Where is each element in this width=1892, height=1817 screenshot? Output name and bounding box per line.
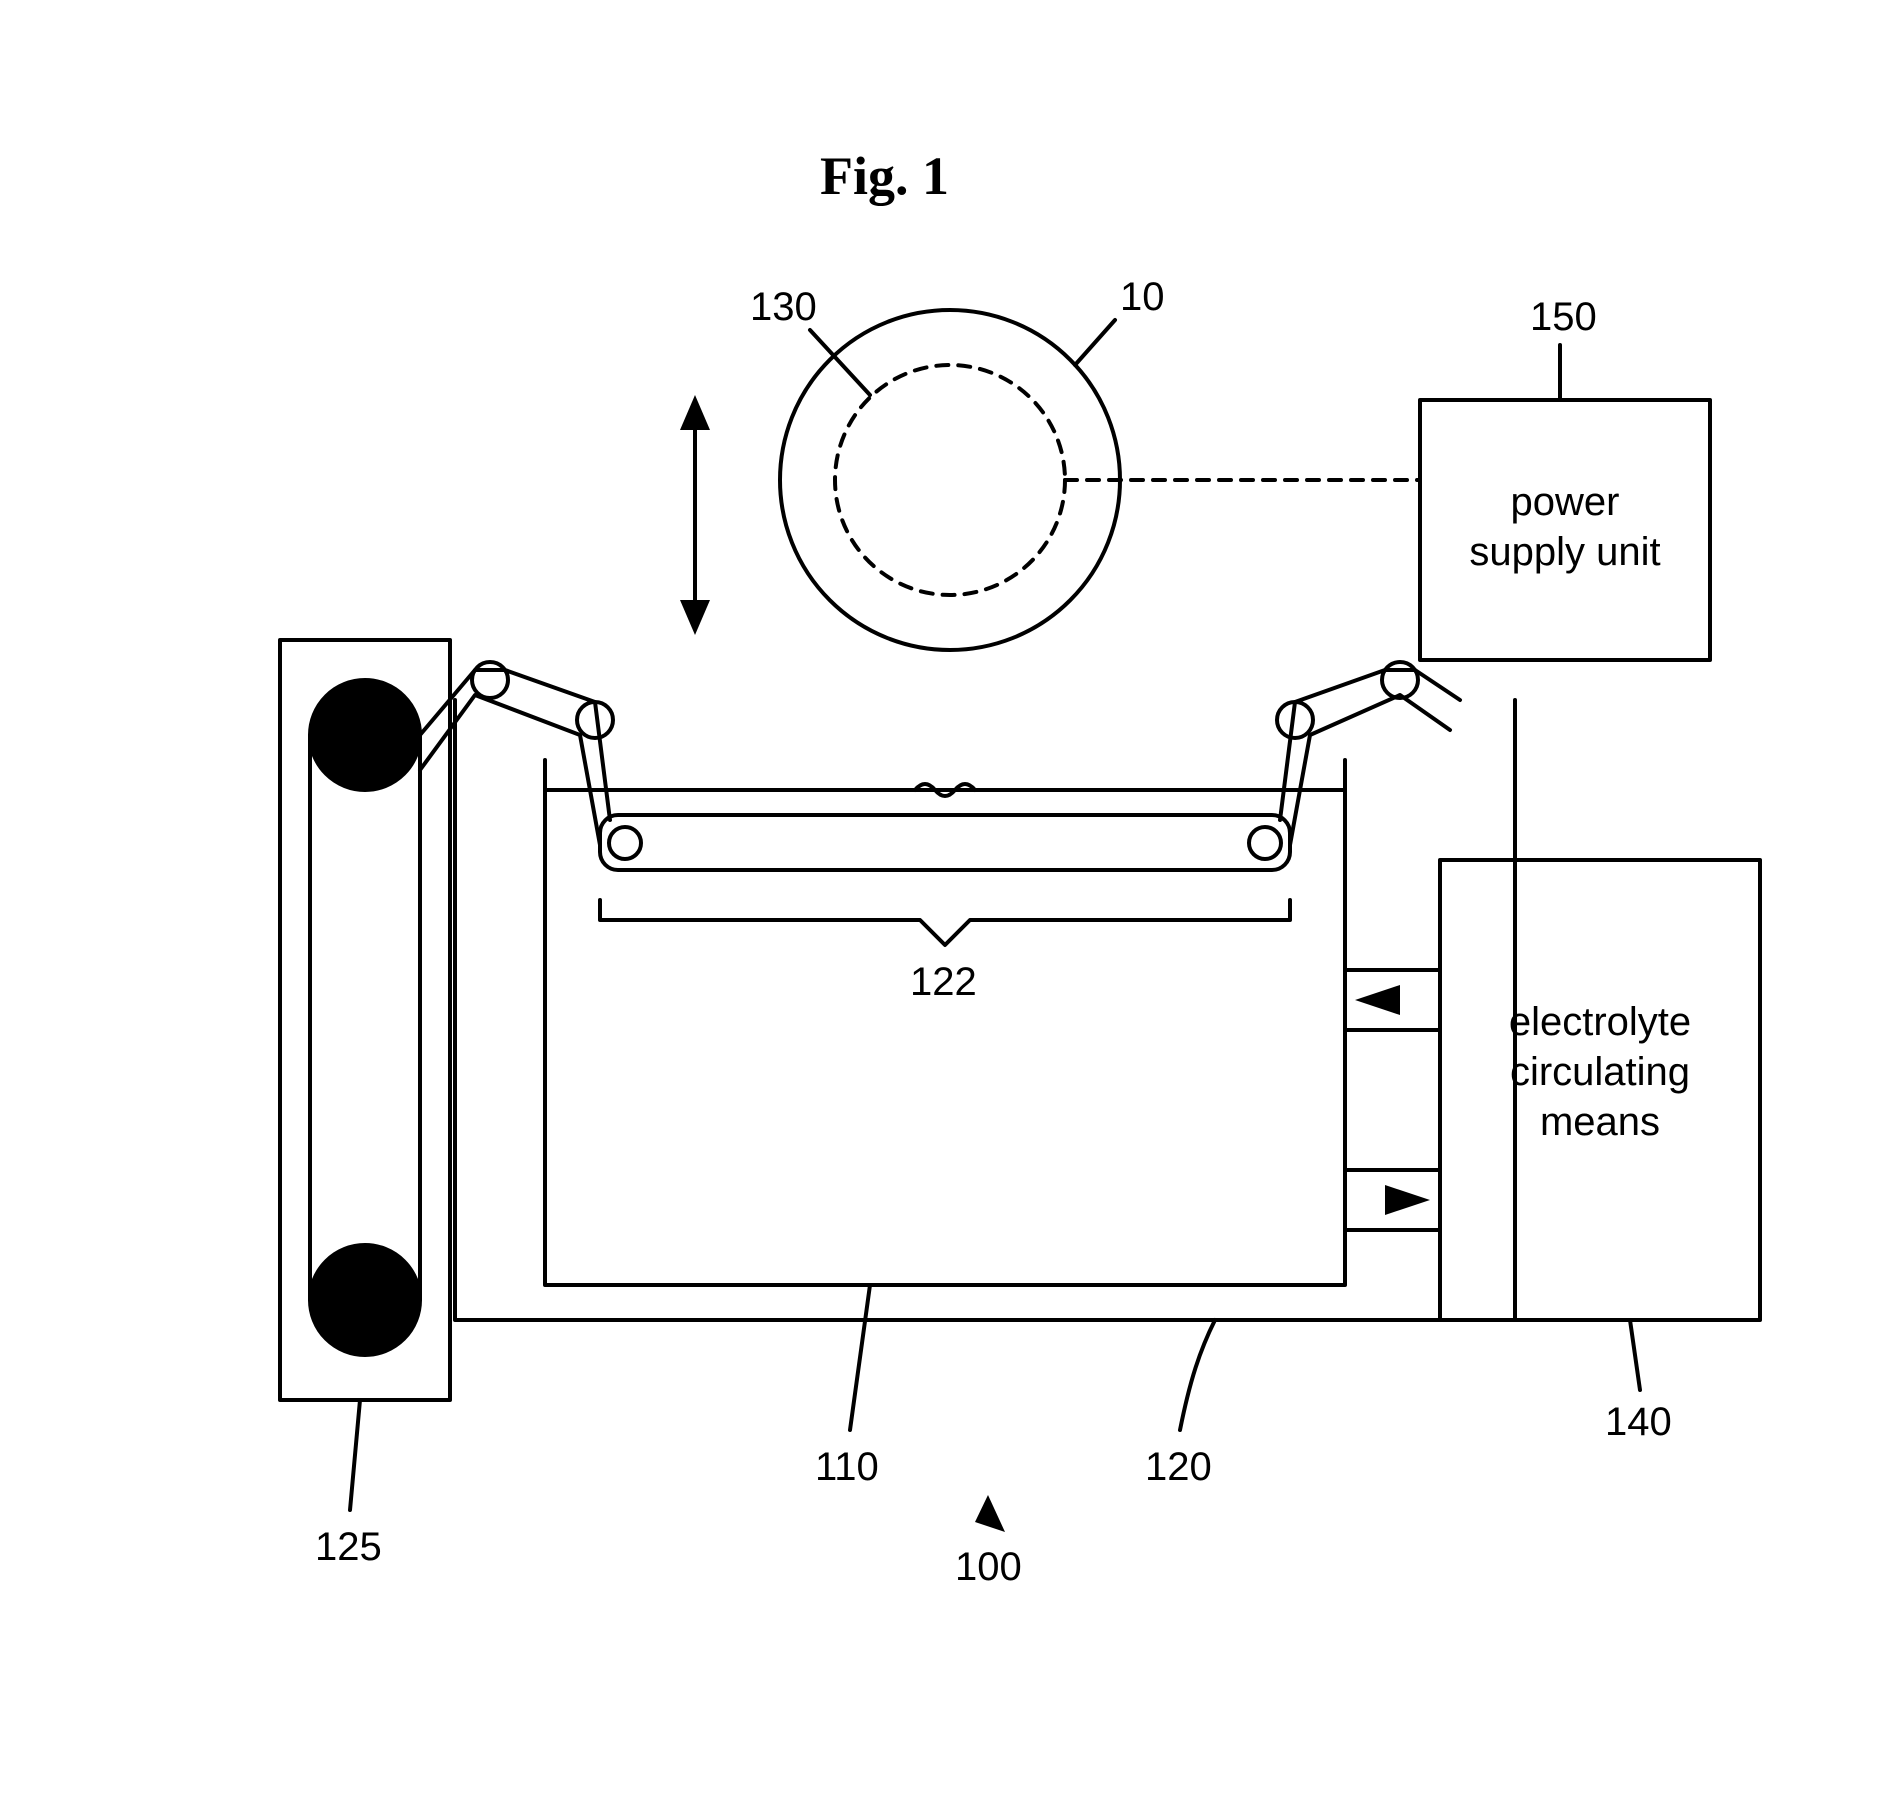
leader-140	[1630, 1320, 1640, 1390]
inner-circle-130	[835, 365, 1065, 595]
brace-122	[600, 900, 1290, 945]
diagram-svg	[0, 0, 1892, 1817]
vert-arrow-down	[680, 600, 710, 635]
leader-120	[1180, 1320, 1215, 1430]
pulley-ext-right	[1382, 662, 1418, 698]
roller-125-top	[310, 680, 420, 790]
roller-125-bot	[310, 1245, 420, 1355]
vert-arrow-up	[680, 395, 710, 430]
pulley-ext-left	[472, 662, 508, 698]
belt-left-b	[420, 695, 600, 845]
arrow-pipe-bot	[1385, 1185, 1430, 1215]
leader-125	[350, 1400, 360, 1510]
ic-roll-r	[1249, 827, 1281, 859]
conveyor-122	[600, 815, 1290, 870]
leader-130	[810, 330, 870, 395]
ic-roll-l	[609, 827, 641, 859]
arrow-100	[975, 1495, 1005, 1532]
leader-10	[1075, 320, 1115, 365]
leader-110	[850, 1285, 870, 1430]
electro-box	[1440, 860, 1760, 1320]
tank-110	[545, 760, 1345, 1285]
tray-120	[455, 700, 1515, 1320]
arrow-pipe-top	[1355, 985, 1400, 1015]
power-box	[1420, 400, 1710, 660]
